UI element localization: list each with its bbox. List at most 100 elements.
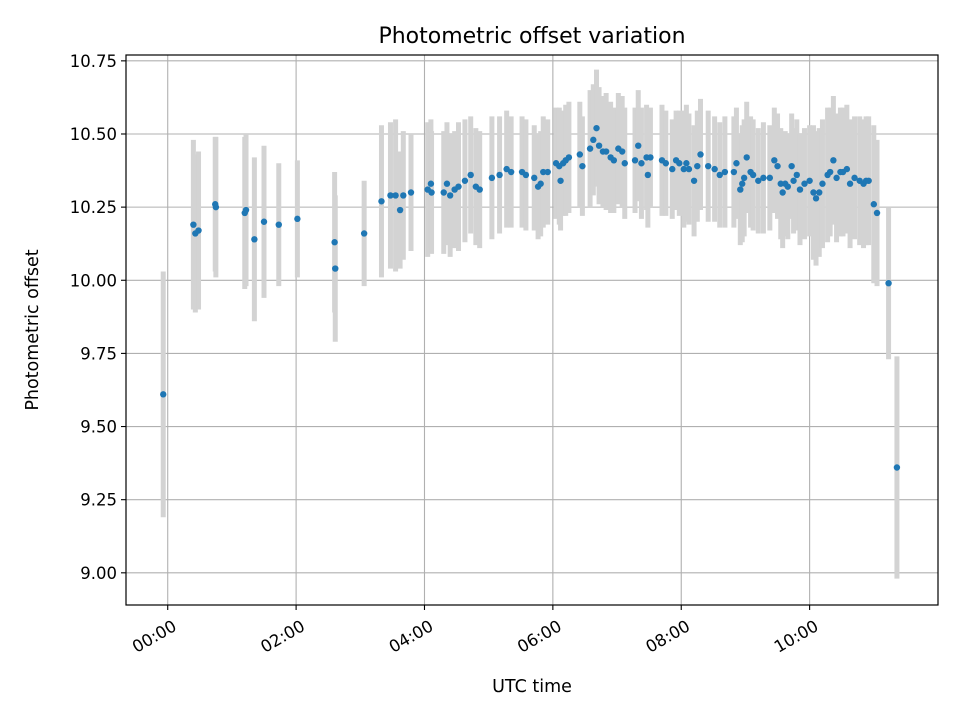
data-point <box>251 236 258 243</box>
data-point <box>610 157 618 164</box>
data-point <box>743 154 750 161</box>
data-point <box>870 201 878 208</box>
data-point <box>784 183 791 190</box>
data-point <box>755 177 762 184</box>
data-point <box>440 189 447 196</box>
data-point <box>662 160 670 167</box>
y-tick-label: 10.00 <box>70 271 117 290</box>
data-point <box>680 165 688 173</box>
data-point <box>676 160 683 167</box>
data-point <box>576 151 584 158</box>
data-point <box>160 391 167 398</box>
data-point <box>873 209 881 217</box>
data-point <box>843 165 851 173</box>
data-point <box>833 174 840 182</box>
data-point <box>331 239 338 246</box>
data-point <box>579 162 586 170</box>
data-point <box>790 177 797 184</box>
data-point <box>496 171 503 179</box>
data-point <box>801 180 808 187</box>
data-point <box>407 189 415 196</box>
x-axis-label: UTC time <box>492 677 572 697</box>
data-points <box>160 124 901 471</box>
data-point <box>476 186 483 193</box>
data-point <box>586 145 594 152</box>
data-point <box>669 165 676 173</box>
data-point <box>777 180 784 187</box>
data-point <box>638 160 645 167</box>
data-point <box>647 154 654 161</box>
data-point <box>275 221 282 228</box>
data-point <box>260 218 268 225</box>
data-point <box>737 186 744 193</box>
data-point <box>711 165 718 173</box>
data-point <box>766 174 774 182</box>
data-point <box>332 265 339 272</box>
data-point <box>190 221 197 228</box>
data-point <box>716 171 723 179</box>
data-point <box>819 180 826 187</box>
data-point <box>360 230 368 237</box>
data-point <box>427 180 435 187</box>
y-tick-label: 9.75 <box>80 344 117 363</box>
data-point <box>826 168 834 176</box>
data-point <box>779 189 786 196</box>
data-point <box>537 180 544 187</box>
data-point <box>739 180 746 187</box>
data-point <box>631 157 639 164</box>
data-point <box>446 192 454 199</box>
y-tick-label: 10.75 <box>70 52 117 71</box>
data-point <box>294 215 301 223</box>
data-point <box>685 165 693 173</box>
data-point <box>557 177 564 184</box>
data-point <box>885 279 892 287</box>
data-point <box>467 171 474 179</box>
data-point <box>830 157 837 164</box>
data-point <box>455 183 462 190</box>
axes-frame <box>125 54 939 606</box>
data-point <box>507 168 515 176</box>
data-point <box>733 160 740 167</box>
data-point <box>774 162 781 170</box>
data-point <box>602 148 610 155</box>
data-point <box>593 124 600 132</box>
data-point <box>565 154 573 161</box>
data-point <box>461 177 469 184</box>
y-tick-label: 9.25 <box>80 491 117 510</box>
data-point <box>635 142 642 149</box>
data-point <box>522 171 530 179</box>
data-point <box>705 162 712 170</box>
data-point <box>618 148 626 155</box>
data-point <box>212 203 220 211</box>
y-tick-label: 9.00 <box>80 564 117 583</box>
data-point <box>690 177 698 184</box>
data-point <box>810 189 817 196</box>
data-point <box>195 227 202 234</box>
data-point <box>544 168 551 176</box>
data-point <box>760 174 767 182</box>
data-point <box>392 192 399 199</box>
y-tick-label: 10.25 <box>70 198 117 217</box>
data-point <box>851 174 858 182</box>
data-point <box>788 162 795 170</box>
data-point <box>400 192 407 199</box>
data-point <box>697 151 704 158</box>
data-point <box>721 168 729 176</box>
y-axis-label: Photometric offset <box>23 249 43 410</box>
data-point <box>771 157 778 164</box>
data-point <box>749 171 757 179</box>
data-point <box>816 189 823 196</box>
data-point <box>846 180 854 187</box>
data-point <box>443 180 451 187</box>
y-tick-label: 10.50 <box>70 125 117 144</box>
data-point <box>540 168 547 176</box>
data-point <box>806 177 813 184</box>
data-point <box>428 189 435 196</box>
data-point <box>865 177 872 184</box>
data-point <box>644 171 652 179</box>
data-point <box>531 174 538 182</box>
y-tick-label: 9.50 <box>80 418 117 437</box>
data-point <box>242 206 250 214</box>
